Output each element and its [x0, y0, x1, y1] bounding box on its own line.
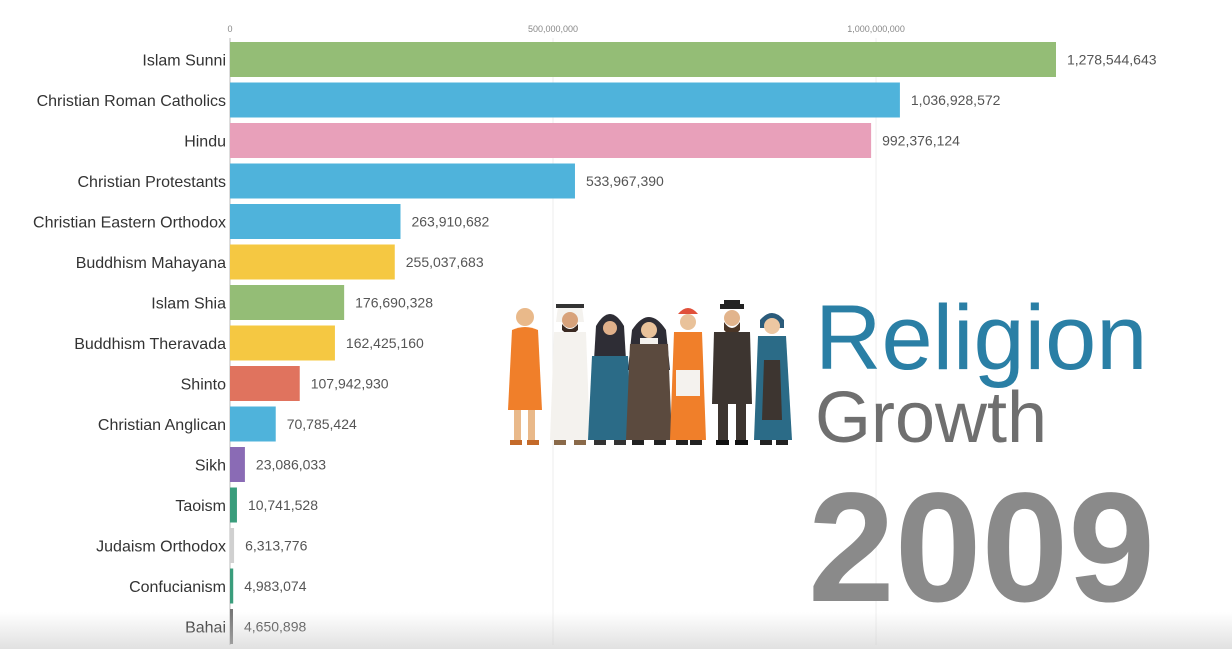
bar	[230, 42, 1056, 77]
value-label: 263,910,682	[411, 214, 489, 230]
category-label: Hindu	[184, 134, 226, 151]
value-label: 107,942,930	[311, 376, 389, 392]
x-tick-label: 1,000,000,000	[847, 24, 905, 34]
x-tick-label: 500,000,000	[528, 24, 578, 34]
value-label: 23,086,033	[256, 457, 326, 473]
category-label: Buddhism Mahayana	[76, 255, 226, 272]
arab-man-figure	[550, 304, 590, 445]
value-label: 1,278,544,643	[1067, 52, 1157, 68]
bar	[230, 406, 276, 442]
category-label: Christian Roman Catholics	[37, 93, 226, 110]
bar	[230, 163, 575, 199]
value-label: 992,376,124	[882, 133, 960, 149]
jewish-man-figure	[712, 300, 752, 445]
chart-title: Religion	[815, 287, 1148, 389]
value-label: 1,036,928,572	[911, 92, 1001, 108]
category-label: Confucianism	[129, 579, 226, 596]
cardinal-figure	[670, 308, 706, 445]
value-label: 533,967,390	[586, 173, 664, 189]
bar	[230, 123, 872, 158]
year-label: 2009	[808, 461, 1156, 635]
category-label: Christian Anglican	[98, 417, 226, 434]
category-label: Shinto	[181, 377, 226, 394]
bar	[230, 285, 345, 320]
amish-woman-figure	[754, 313, 792, 445]
category-label: Christian Protestants	[77, 174, 226, 191]
bar	[230, 487, 237, 523]
monk-figure	[508, 308, 542, 445]
hijab-woman-figure	[588, 314, 632, 445]
bar	[230, 447, 245, 482]
bar	[230, 528, 235, 563]
category-label: Buddhism Theravada	[74, 336, 226, 353]
value-label: 4,650,898	[244, 619, 306, 635]
chart-subtitle: Growth	[815, 378, 1048, 458]
religious-people-illustration	[508, 300, 792, 445]
bar	[230, 82, 900, 118]
value-label: 4,983,074	[244, 578, 306, 594]
category-label: Islam Shia	[151, 296, 226, 313]
value-label: 6,313,776	[245, 538, 307, 554]
bar	[230, 609, 234, 644]
value-label: 10,741,528	[248, 497, 318, 513]
bar	[230, 568, 234, 604]
value-label: 176,690,328	[355, 295, 433, 311]
value-label: 255,037,683	[406, 254, 484, 270]
bar	[230, 366, 300, 401]
nun-figure	[626, 317, 672, 445]
category-label: Taoism	[175, 498, 226, 515]
category-label: Bahai	[185, 620, 226, 637]
value-label: 162,425,160	[346, 335, 424, 351]
bar	[230, 204, 401, 239]
value-label: 70,785,424	[287, 416, 357, 432]
category-label: Judaism Orthodox	[96, 539, 226, 556]
bar	[230, 325, 335, 361]
category-label: Christian Eastern Orthodox	[33, 215, 226, 232]
category-label: Islam Sunni	[142, 53, 226, 70]
category-label: Sikh	[195, 458, 226, 475]
x-tick-label: 0	[227, 24, 232, 34]
bar	[230, 244, 395, 280]
